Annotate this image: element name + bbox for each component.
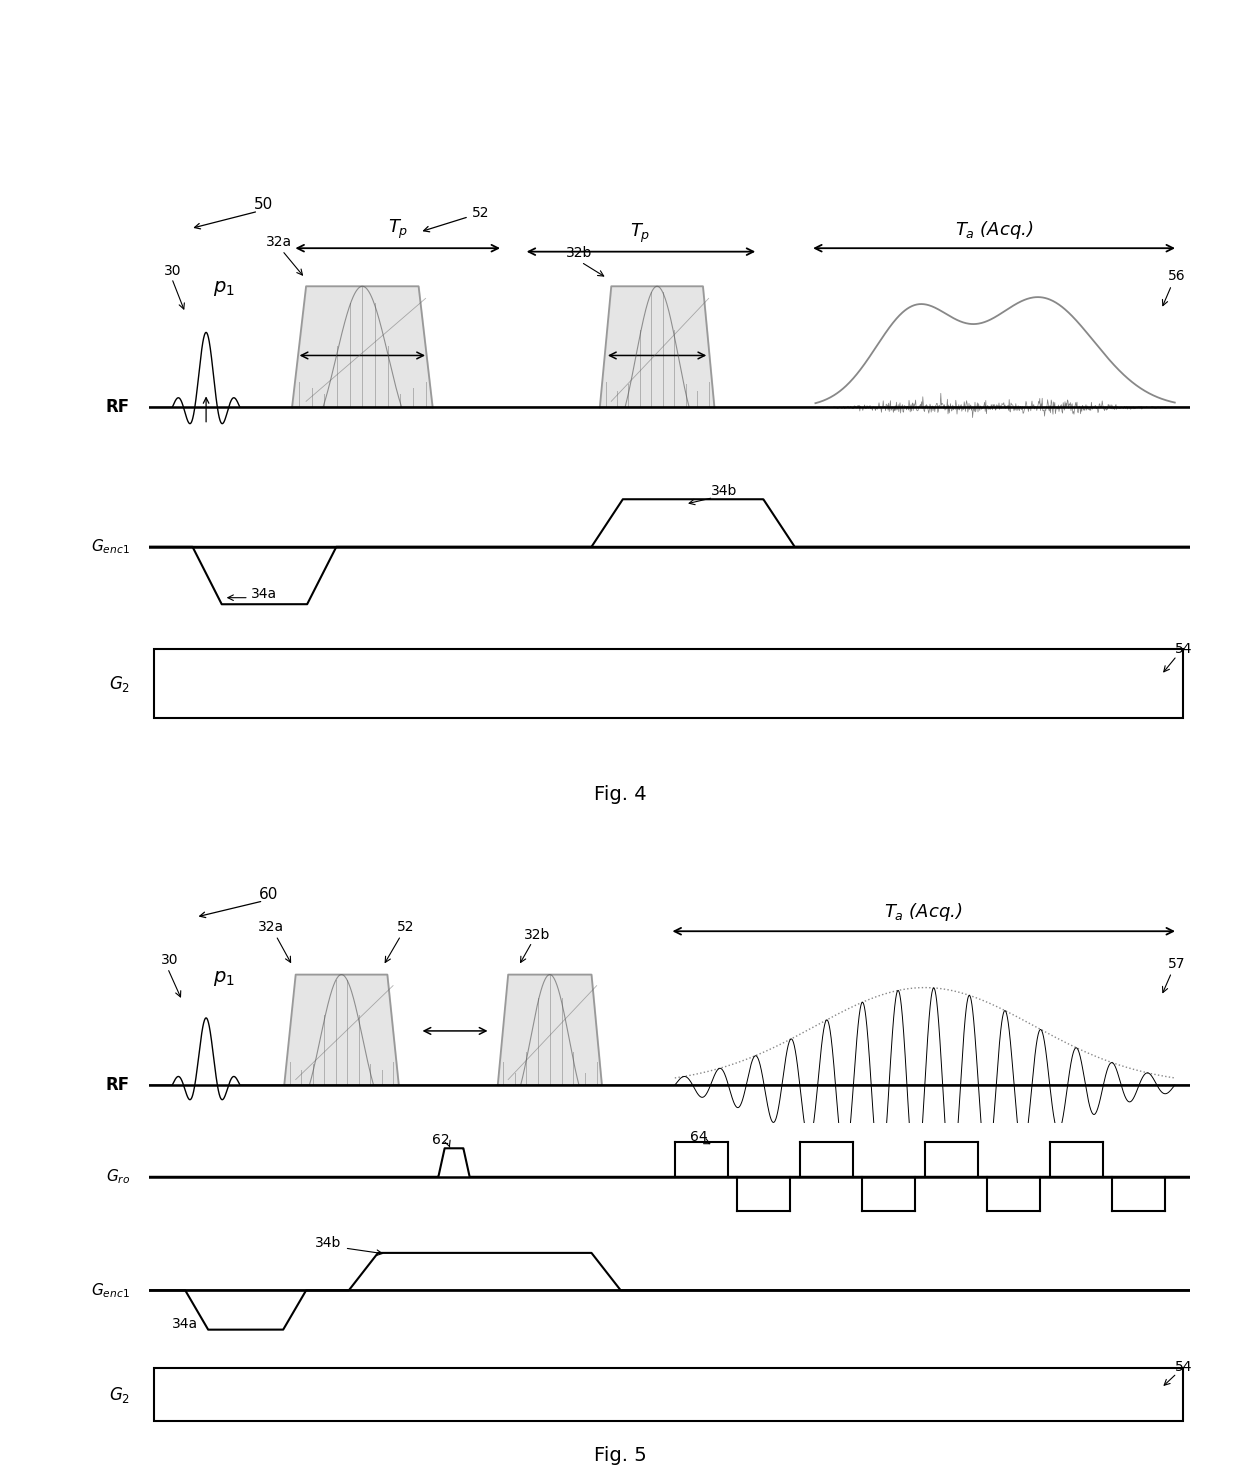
Text: 52: 52 (424, 206, 490, 232)
Text: 56: 56 (1168, 270, 1185, 283)
Text: 34a: 34a (171, 1317, 198, 1331)
Text: 32b: 32b (565, 247, 591, 260)
Text: 34b: 34b (315, 1236, 341, 1249)
Text: RF: RF (105, 1076, 130, 1094)
Text: 32a: 32a (258, 920, 284, 934)
Text: $G_{enc1}$: $G_{enc1}$ (92, 537, 130, 556)
Text: 32a: 32a (265, 235, 291, 250)
Text: $p_1$: $p_1$ (213, 279, 236, 298)
Text: 30: 30 (165, 264, 182, 277)
Text: 50: 50 (254, 197, 273, 211)
Text: $T_a$ (Acq.): $T_a$ (Acq.) (955, 219, 1034, 241)
Text: $G_2$: $G_2$ (109, 674, 130, 693)
Text: $T_p$: $T_p$ (630, 222, 651, 245)
Text: 32b: 32b (523, 928, 551, 942)
Text: 64: 64 (691, 1130, 708, 1144)
Text: $T_a$ (Acq.): $T_a$ (Acq.) (884, 900, 963, 922)
Text: $T_p$: $T_p$ (388, 219, 408, 241)
Text: $G_{enc1}$: $G_{enc1}$ (92, 1282, 130, 1299)
Text: 34b: 34b (712, 484, 738, 498)
Text: 54: 54 (1174, 1361, 1193, 1374)
Text: 60: 60 (259, 887, 278, 901)
FancyBboxPatch shape (154, 649, 1183, 718)
Text: 52: 52 (397, 920, 414, 934)
Text: $G_{ro}$: $G_{ro}$ (105, 1167, 130, 1186)
Text: $G_2$: $G_2$ (109, 1384, 130, 1405)
Text: Fig. 5: Fig. 5 (594, 1446, 646, 1465)
FancyBboxPatch shape (154, 1368, 1183, 1421)
Text: RF: RF (105, 398, 130, 417)
Text: Fig. 4: Fig. 4 (594, 785, 646, 804)
Text: 30: 30 (161, 953, 179, 967)
Text: $p_1$: $p_1$ (213, 969, 236, 988)
Text: 34a: 34a (250, 587, 277, 600)
Text: 62: 62 (432, 1133, 450, 1147)
Text: 54: 54 (1174, 642, 1193, 656)
Text: 57: 57 (1168, 957, 1185, 970)
